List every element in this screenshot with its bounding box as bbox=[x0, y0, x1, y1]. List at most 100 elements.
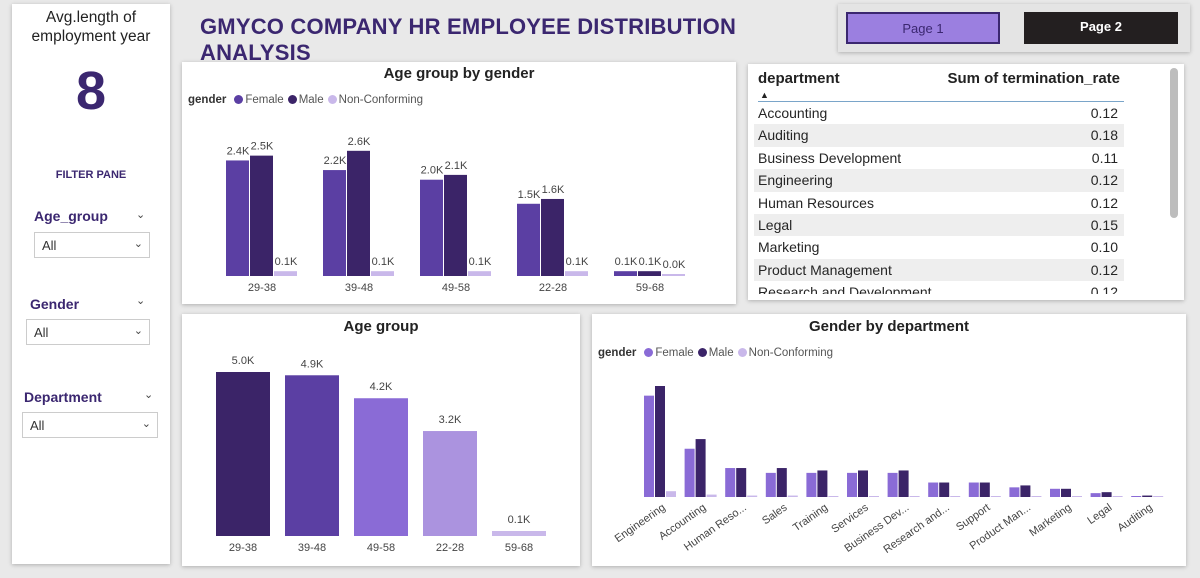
bar-non-conforming bbox=[787, 495, 798, 497]
bar-female bbox=[420, 179, 443, 276]
bar-female bbox=[226, 160, 249, 276]
chevron-down-icon[interactable]: ⌄ bbox=[136, 295, 146, 307]
data-label: 2.4K bbox=[227, 145, 250, 157]
page-1-button[interactable]: Page 1 bbox=[846, 12, 1000, 44]
x-tick-label: 39-48 bbox=[345, 282, 373, 294]
table-row[interactable]: Human Resources 0.12 bbox=[754, 192, 1124, 214]
data-label: 5.0K bbox=[232, 355, 255, 367]
table-row[interactable]: Legal 0.15 bbox=[754, 213, 1124, 237]
department-cell: Human Resources bbox=[758, 194, 874, 211]
x-tick-label: Sales bbox=[760, 501, 790, 527]
filter-pane-title: FILTER PANE bbox=[55, 169, 127, 181]
slicer-label-department: Department bbox=[24, 389, 102, 405]
age-group-by-gender-plot: 2.4K 2.5K 0.1K 29-38 2.2K2.6K 0.1K 39-48 2.0K 2.… bbox=[226, 136, 686, 294]
data-label: 0.1K bbox=[372, 256, 395, 268]
bar-female bbox=[928, 482, 939, 497]
bar-female bbox=[614, 271, 637, 276]
data-label: 3.2K bbox=[439, 414, 462, 426]
bar-non-conforming bbox=[662, 274, 685, 276]
legend-female[interactable]: Female bbox=[655, 347, 694, 359]
age-group-value: All bbox=[42, 238, 57, 253]
legend-male[interactable]: Male bbox=[298, 94, 324, 106]
data-label: 2.0K bbox=[421, 165, 444, 177]
table-row[interactable]: Business Development 0.11 bbox=[754, 147, 1124, 169]
bar-59-68 bbox=[492, 531, 546, 536]
page-2-button[interactable]: Page 2 bbox=[1024, 12, 1178, 44]
department-cell: Business Development bbox=[758, 149, 902, 166]
slicer-label-age-group: Age_group bbox=[34, 208, 108, 224]
data-label: 1.5K bbox=[518, 189, 541, 201]
kpi-label: Avg.length of employment year bbox=[31, 9, 151, 45]
column-header-department[interactable]: department bbox=[758, 70, 840, 87]
page-title: GMYCO COMPANY HR EMPLOYEE DISTRIBUTION A… bbox=[200, 14, 737, 65]
bar-female bbox=[644, 395, 654, 497]
legend-dot-nonconforming bbox=[737, 348, 747, 357]
age-group-plot: 5.0K 29-38 4.9K 39-48 4.2K 49-58 3.2K 22-28 0.1K… bbox=[216, 355, 546, 554]
legend-male[interactable]: Male bbox=[708, 347, 734, 359]
x-tick-label: 22-28 bbox=[539, 282, 567, 294]
bar-female bbox=[323, 170, 346, 276]
x-tick-label: 39-48 bbox=[298, 542, 326, 554]
x-tick-label: 59-68 bbox=[636, 282, 664, 294]
chevron-down-icon[interactable]: ⌄ bbox=[136, 209, 146, 221]
gender-dropdown[interactable]: All ⌄ bbox=[26, 319, 150, 345]
bar-male bbox=[541, 198, 564, 276]
bar-female bbox=[765, 472, 776, 497]
termination-rate-cell: 0.12 bbox=[1090, 105, 1118, 121]
x-tick-label: 29-38 bbox=[229, 542, 257, 554]
legend-nonconforming[interactable]: Non-Conforming bbox=[338, 94, 424, 106]
gender-value: All bbox=[34, 325, 49, 340]
legend-dot-female bbox=[234, 95, 244, 104]
bar-non-conforming bbox=[1153, 496, 1164, 497]
bar-male bbox=[858, 470, 868, 497]
bar-non-conforming bbox=[666, 491, 676, 497]
slicer-label-gender: Gender bbox=[30, 296, 80, 312]
department-cell: Marketing bbox=[758, 239, 820, 256]
department-cell: Accounting bbox=[758, 105, 828, 121]
x-tick-label: 49-58 bbox=[442, 282, 470, 294]
legend-nonconforming[interactable]: Non-Conforming bbox=[748, 347, 834, 359]
legend-female[interactable]: Female bbox=[245, 94, 284, 106]
termination-rate-cell: 0.12 bbox=[1090, 284, 1118, 294]
x-tick-label: 22-28 bbox=[436, 542, 464, 554]
department-dropdown[interactable]: All ⌄ bbox=[22, 412, 158, 438]
table-row[interactable]: Accounting 0.12 bbox=[754, 102, 1124, 124]
x-tick-label: Training bbox=[791, 502, 830, 534]
sort-ascending-icon: ▲ bbox=[760, 90, 769, 100]
bar-non-conforming bbox=[950, 496, 961, 497]
chart-title: Gender by department bbox=[808, 318, 970, 335]
age-group-dropdown[interactable]: All ⌄ bbox=[34, 232, 150, 258]
termination-rate-cell: 0.12 bbox=[1090, 261, 1118, 278]
chevron-down-icon[interactable]: ⌄ bbox=[144, 389, 154, 401]
table-body: Accounting 0.12 Auditing 0.18 Business Devel… bbox=[754, 102, 1124, 294]
data-label: 2.6K bbox=[348, 136, 371, 148]
bar-non-conforming bbox=[909, 496, 920, 497]
bar-male bbox=[939, 482, 950, 497]
table-row[interactable]: Auditing 0.18 bbox=[754, 124, 1124, 147]
bar-non-conforming bbox=[706, 494, 717, 497]
bar-non-conforming bbox=[990, 496, 1001, 497]
x-tick-label: Legal bbox=[1085, 502, 1114, 527]
bar-female bbox=[968, 482, 979, 497]
kpi-value: 8 bbox=[75, 61, 107, 121]
x-tick-label: Engineering bbox=[613, 502, 668, 546]
table-row[interactable]: Engineering 0.12 bbox=[754, 169, 1124, 192]
data-label: 0.1K bbox=[639, 256, 662, 268]
data-label: 0.1K bbox=[275, 256, 298, 268]
bar-non-conforming bbox=[468, 271, 491, 276]
termination-rate-cell: 0.12 bbox=[1090, 172, 1118, 189]
chevron-down-icon: ⌄ bbox=[133, 238, 143, 250]
table-scrollbar[interactable] bbox=[1170, 68, 1178, 218]
column-header-termination-rate[interactable]: Sum of termination_rate bbox=[947, 70, 1120, 87]
data-label: 0.1K bbox=[615, 256, 638, 268]
table-row[interactable]: Marketing 0.10 bbox=[754, 236, 1124, 258]
bar-39-48 bbox=[285, 375, 339, 536]
termination-rate-cell: 0.15 bbox=[1090, 216, 1118, 233]
table-row[interactable]: Product Management 0.12 bbox=[754, 258, 1124, 282]
termination-rate-cell: 0.12 bbox=[1090, 194, 1118, 211]
age-group-chart: Age group 5.0K 29-38 4.9K 39-48 4.2K 49-58 3.2… bbox=[182, 314, 580, 566]
table-row[interactable]: Research and Development 0.12 bbox=[754, 281, 1124, 294]
legend-dot-female bbox=[644, 348, 654, 357]
bar-non-conforming bbox=[1031, 496, 1042, 497]
bar-non-conforming bbox=[1072, 496, 1082, 497]
